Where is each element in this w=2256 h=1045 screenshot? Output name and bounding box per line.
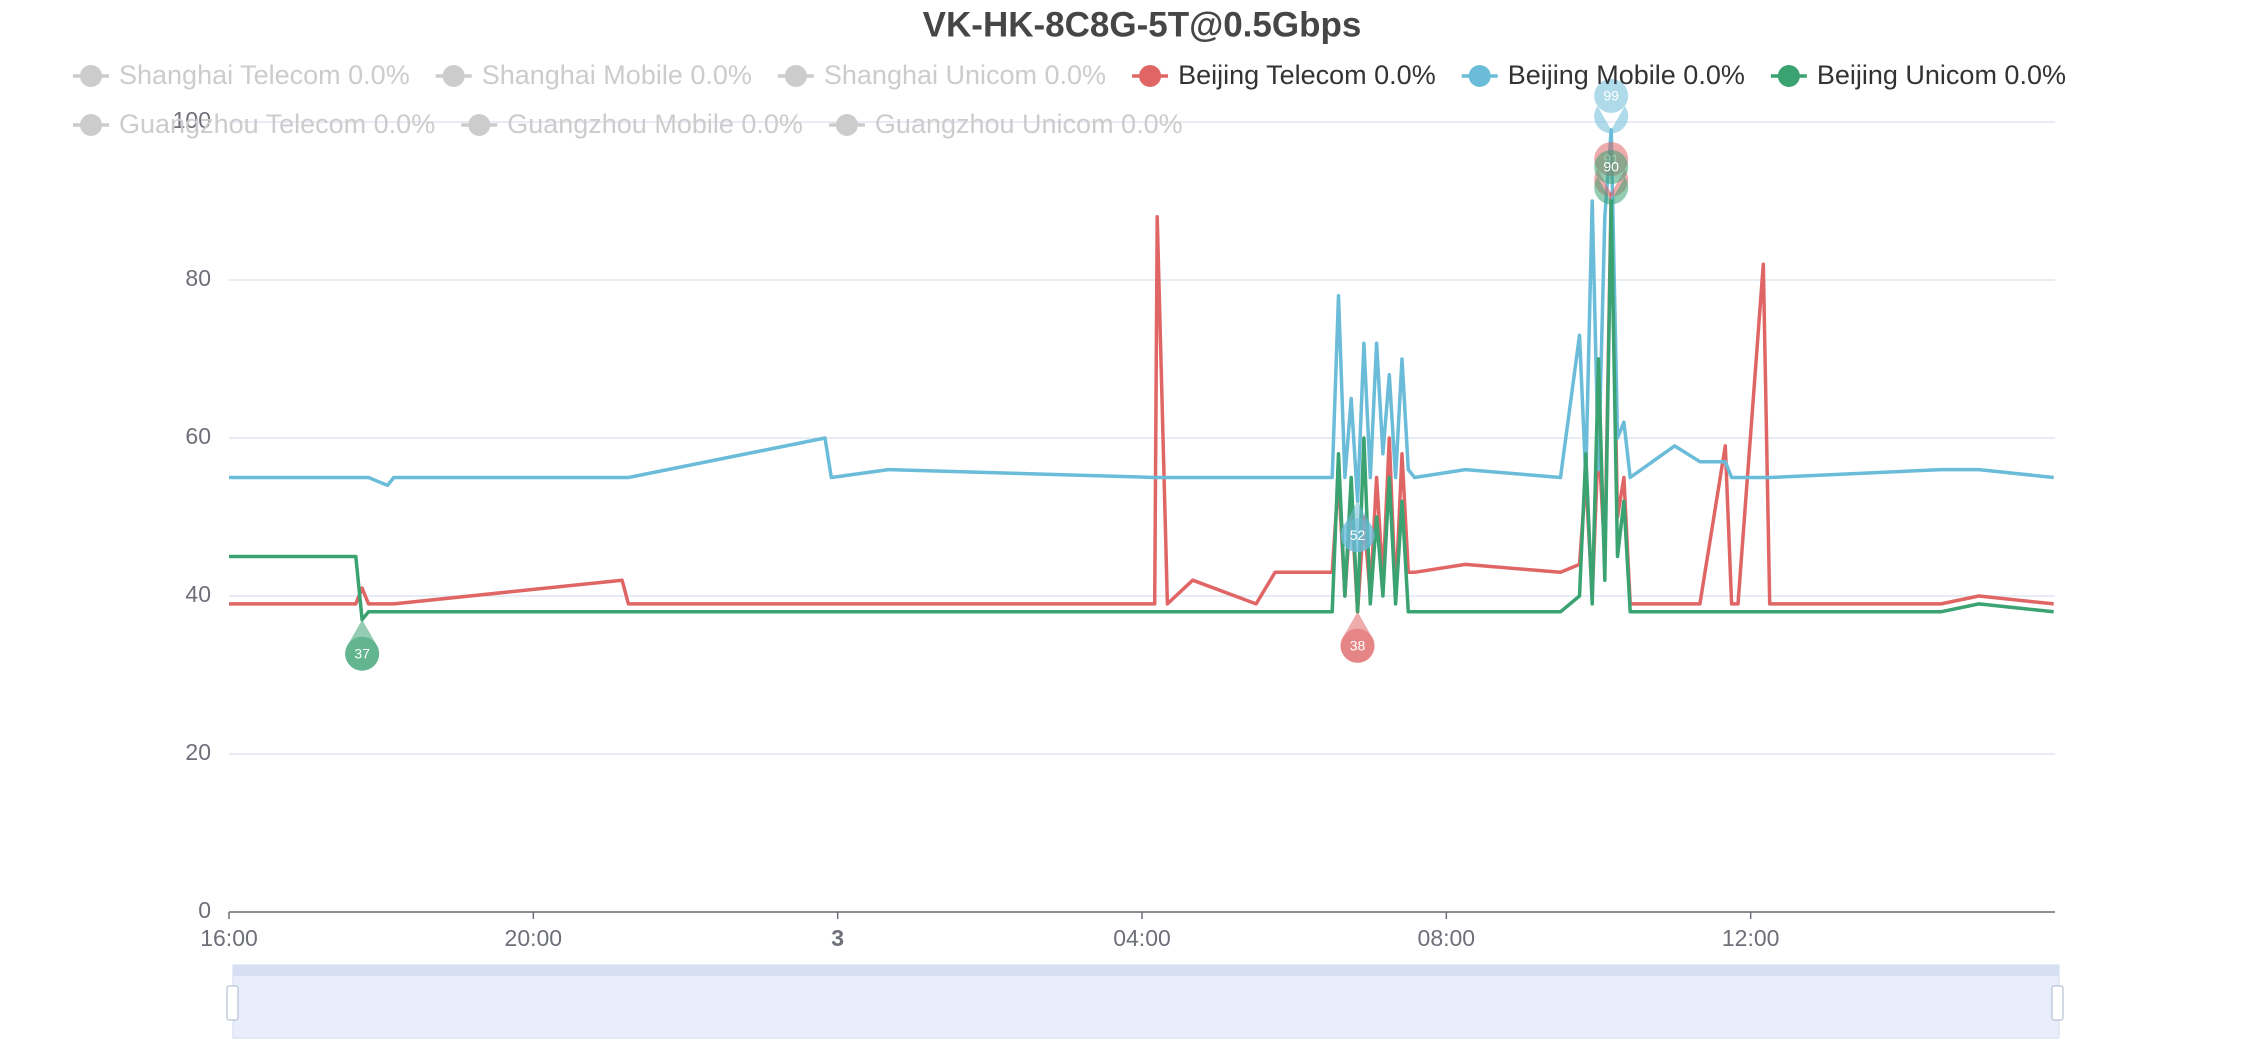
zoom-window[interactable] <box>232 964 2060 1039</box>
legend-label: Shanghai Mobile 0.0% <box>482 60 752 90</box>
legend-symbol <box>80 114 102 136</box>
x-tick-label: 04:00 <box>1113 925 1171 951</box>
legend-item[interactable]: Shanghai Unicom 0.0% <box>777 60 1106 90</box>
legend-label: Guangzhou Unicom 0.0% <box>875 109 1183 139</box>
y-tick-label: 40 <box>185 581 211 607</box>
legend-item[interactable]: Beijing Mobile 0.0% <box>1461 60 1745 90</box>
legend-symbol <box>80 65 102 87</box>
series-line <box>229 128 2054 503</box>
mark-points: 389152993790 <box>345 78 1629 671</box>
x-tick-label: 20:00 <box>505 925 563 951</box>
zoom-handle[interactable] <box>2051 985 2064 1021</box>
legend-symbol <box>1468 65 1491 87</box>
legend-label: Shanghai Telecom 0.0% <box>119 60 410 90</box>
chart-title: VK-HK-8C8G-5T@0.5Gbps <box>923 5 1362 44</box>
legend-symbol <box>442 65 465 87</box>
legend-label: Shanghai Unicom 0.0% <box>824 60 1106 90</box>
mark-label: 99 <box>1603 88 1619 104</box>
mark-label: 90 <box>1603 159 1619 175</box>
y-tick-label: 20 <box>185 739 211 765</box>
mark-pin-head <box>345 636 380 671</box>
data-zoom[interactable] <box>226 964 2064 1039</box>
legend-item[interactable]: Beijing Telecom 0.0% <box>1132 60 1436 90</box>
legend-label: Beijing Unicom 0.0% <box>1817 60 2066 90</box>
y-tick-label: 60 <box>185 423 211 449</box>
series-line <box>229 199 2054 622</box>
mark-pin-head <box>1594 78 1629 113</box>
legend-item[interactable]: Guangzhou Telecom 0.0% <box>73 109 435 139</box>
x-tick-label: 08:00 <box>1418 925 1476 951</box>
legend-item[interactable]: Shanghai Mobile 0.0% <box>435 60 752 90</box>
mark-label: 38 <box>1350 638 1366 654</box>
mark-pin <box>1594 106 1629 134</box>
x-tick-label: 3 <box>831 925 844 951</box>
legend-symbol <box>468 114 491 136</box>
mark-pin-head <box>1340 628 1375 663</box>
legend-symbol <box>784 65 807 87</box>
legend-item[interactable]: Guangzhou Mobile 0.0% <box>461 109 803 139</box>
legend-label: Guangzhou Telecom 0.0% <box>119 109 435 139</box>
legend-label: Beijing Mobile 0.0% <box>1508 60 1745 90</box>
legend-symbol <box>1777 65 1800 87</box>
mark-label: 52 <box>1350 527 1366 543</box>
mark-pin-head <box>1594 150 1629 184</box>
legend-label: Guangzhou Mobile 0.0% <box>507 109 803 139</box>
y-tick-label: 0 <box>198 897 211 923</box>
y-tick-label: 100 <box>173 107 211 133</box>
zoom-bar[interactable] <box>233 965 2059 976</box>
legend-item[interactable]: Beijing Unicom 0.0% <box>1770 60 2066 90</box>
x-tick-label: 16:00 <box>200 925 258 951</box>
legend-item[interactable]: Shanghai Telecom 0.0% <box>73 60 410 90</box>
legend-label: Beijing Telecom 0.0% <box>1178 60 1436 90</box>
legend-item[interactable]: Guangzhou Unicom 0.0% <box>828 109 1183 139</box>
y-tick-label: 80 <box>185 265 211 291</box>
mark-pin <box>1594 177 1629 205</box>
x-tick-label: 12:00 <box>1722 925 1780 951</box>
legend-symbol <box>835 114 858 136</box>
legend-symbol <box>1139 65 1162 87</box>
zoom-handle[interactable] <box>226 985 239 1021</box>
series-line <box>229 191 2054 614</box>
mark-label: 37 <box>354 645 370 661</box>
mark-pin-head <box>1340 518 1375 553</box>
